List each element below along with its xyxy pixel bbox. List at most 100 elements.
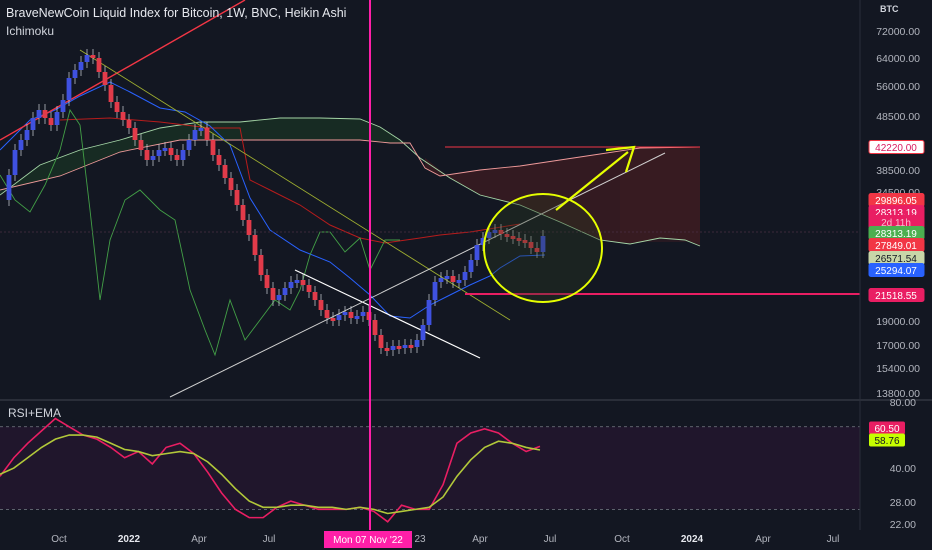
candle-body	[174, 155, 180, 160]
price-badge-label: 28313.19	[875, 208, 917, 219]
candle-body	[414, 340, 420, 347]
ichimoku-span-a-line	[0, 117, 701, 247]
price-tick-label: 19000.00	[876, 316, 920, 328]
candle-body	[90, 55, 96, 58]
candle-body	[378, 335, 384, 348]
candle-body	[216, 155, 222, 165]
time-tick-label: Jul	[544, 534, 557, 545]
annotation-arrow-shaft	[555, 151, 629, 211]
trend-line-white-2	[169, 152, 666, 398]
candle-body	[420, 325, 426, 340]
candle-body	[480, 238, 486, 245]
time-axis-bg	[0, 530, 932, 550]
candle-body	[444, 276, 450, 279]
candle-body	[540, 236, 546, 252]
rsi-tick-label: 80.00	[890, 397, 916, 409]
rsi-tick-label: 28.00	[890, 497, 916, 509]
candle-body	[54, 112, 60, 125]
rsi-pane	[0, 417, 860, 523]
candle-body	[282, 288, 288, 295]
candle-body	[78, 62, 84, 70]
price-tick-label: 72000.00	[876, 26, 920, 38]
candle-body	[318, 300, 324, 310]
rsi-badge	[869, 421, 905, 435]
candle-body	[300, 280, 306, 285]
candle-body	[264, 275, 270, 288]
candle-body	[120, 112, 126, 120]
candle-body	[240, 205, 246, 220]
candle-body	[360, 312, 366, 316]
candle-body	[30, 118, 36, 130]
time-tick-label: Jul	[827, 534, 840, 545]
candle-body	[234, 190, 240, 205]
candle-body	[522, 240, 528, 243]
candle-body	[258, 255, 264, 275]
price-tick-label: 15400.00	[876, 363, 920, 375]
price-badge-label: 28313.19	[875, 229, 917, 240]
candle-body	[468, 260, 474, 272]
currency-label: BTC	[880, 4, 899, 14]
candle-body	[42, 110, 48, 118]
candle-body	[66, 78, 72, 100]
candle-body	[84, 55, 90, 62]
candle-body	[24, 130, 30, 140]
candle-body	[72, 70, 78, 78]
ichimoku-kijun-line	[59, 117, 521, 244]
rsi-band	[0, 426, 860, 510]
candle-body	[504, 234, 510, 237]
price-tick-label: 64000.00	[876, 53, 920, 65]
indicator-label-rsi[interactable]: RSI+EMA	[8, 406, 62, 420]
ichimoku-cloud-green	[0, 118, 410, 195]
price-tick-label: 17000.00	[876, 340, 920, 352]
price-tick-label: 48500.00	[876, 111, 920, 123]
candle-body	[396, 346, 402, 349]
ichimoku-span-b-line	[0, 139, 701, 191]
symbol-title[interactable]: BraveNewCoin Liquid Index for Bitcoin, 1…	[6, 6, 347, 20]
candle-body	[150, 156, 156, 160]
crosshair-time-badge	[324, 531, 412, 548]
rsi-series-ema	[0, 434, 541, 515]
indicator-label-ichimoku[interactable]: Ichimoku	[6, 24, 55, 38]
candle-body	[156, 150, 162, 156]
candle-body	[168, 148, 174, 155]
candle-body	[426, 300, 432, 325]
candle-body	[402, 345, 408, 348]
candle-body	[228, 178, 234, 190]
candle-body	[252, 235, 258, 255]
candle-body	[516, 238, 522, 241]
candle-body	[408, 345, 414, 348]
time-tick-label: Apr	[191, 534, 207, 545]
time-tick-label: 2022	[118, 534, 141, 545]
rsi-badge-label: 60.50	[874, 424, 899, 435]
candle-body	[138, 140, 144, 150]
rsi-tick-label: 40.00	[890, 463, 916, 475]
candle-body	[36, 110, 42, 118]
candle-body	[144, 150, 150, 160]
candle-body	[438, 278, 444, 282]
candle-body	[348, 312, 354, 318]
price-badge-label: 26571.54	[875, 254, 917, 265]
rsi-series-rsi	[0, 417, 541, 523]
price-badge-label: 27849.01	[875, 241, 917, 252]
candle-body	[48, 118, 54, 125]
price-badge-label: 21518.55	[875, 291, 917, 302]
trend-line-white-1	[294, 269, 481, 359]
candle-body	[294, 280, 300, 283]
candle-body	[180, 150, 186, 160]
candle-body	[60, 100, 66, 112]
time-tick-label: Oct	[51, 534, 67, 545]
price-badge	[868, 140, 925, 154]
candle-body	[276, 295, 282, 300]
time-tick-label: 23	[414, 534, 426, 545]
candle-body	[432, 282, 438, 300]
ichimoku-tenkan-line	[0, 81, 546, 319]
candle-body	[96, 58, 102, 72]
candle-body	[450, 276, 456, 282]
candle-body	[288, 282, 294, 288]
candle-body	[198, 128, 204, 131]
candle-body	[12, 150, 18, 175]
candle-body	[108, 85, 114, 102]
price-tick-label: 56000.00	[876, 81, 920, 93]
crosshair-time-label: Mon 07 Nov '22	[333, 535, 403, 546]
